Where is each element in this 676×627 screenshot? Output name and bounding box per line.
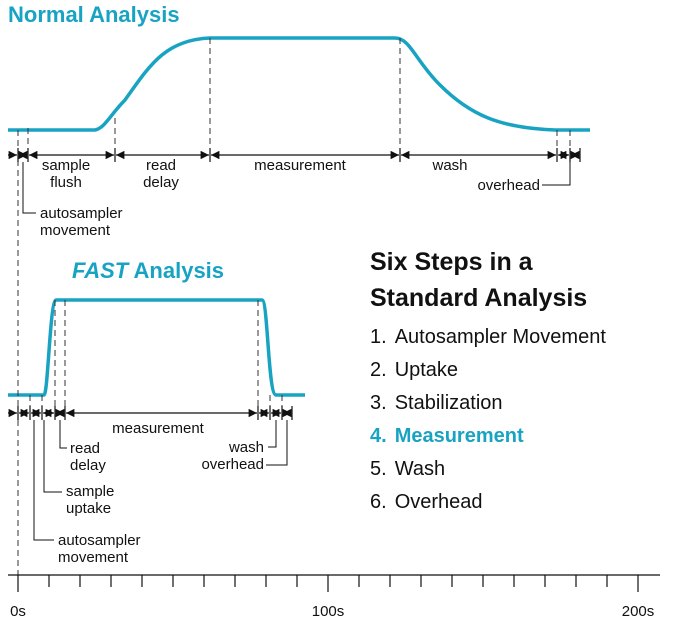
steps-title: Standard Analysis bbox=[370, 284, 587, 312]
step-item: 6. Overhead bbox=[370, 491, 483, 513]
step-text: Wash bbox=[395, 458, 445, 480]
label: delay bbox=[70, 457, 106, 474]
axis-label: 200s bbox=[622, 603, 655, 620]
step-number: 6. bbox=[370, 491, 387, 513]
connector bbox=[542, 162, 571, 186]
step-text: Measurement bbox=[395, 425, 524, 447]
step-text: Stabilization bbox=[395, 392, 503, 414]
step-number: 5. bbox=[370, 458, 387, 480]
step-number: 2. bbox=[370, 359, 387, 381]
steps-title: Six Steps in a bbox=[370, 248, 534, 276]
label: overhead bbox=[201, 456, 264, 473]
step-text: Autosampler Movement bbox=[395, 326, 607, 348]
connector bbox=[22, 162, 36, 214]
label: movement bbox=[40, 222, 111, 239]
connector bbox=[266, 420, 288, 466]
label: read bbox=[70, 440, 100, 457]
fast-title: FAST Analysis bbox=[72, 258, 224, 283]
connector bbox=[59, 420, 67, 449]
label: sample bbox=[66, 483, 114, 500]
step-number: 3. bbox=[370, 392, 387, 414]
step-item: 1. Autosampler Movement bbox=[370, 326, 606, 348]
label: autosampler bbox=[58, 532, 141, 549]
step-text: Uptake bbox=[395, 359, 458, 381]
step-number: 1. bbox=[370, 326, 387, 348]
label: delay bbox=[143, 174, 179, 191]
connector bbox=[268, 420, 277, 448]
label: wash bbox=[431, 157, 467, 174]
step-item: 5. Wash bbox=[370, 458, 445, 480]
label: measurement bbox=[254, 157, 347, 174]
step-item: 3. Stabilization bbox=[370, 392, 503, 414]
label: read bbox=[146, 157, 176, 174]
connector bbox=[33, 420, 54, 541]
normal-curve bbox=[8, 36, 590, 132]
label: sample bbox=[42, 157, 90, 174]
label: autosampler bbox=[40, 205, 123, 222]
axis-label: 0s bbox=[10, 603, 26, 620]
label: flush bbox=[50, 174, 82, 191]
label: overhead bbox=[477, 177, 540, 194]
normal-title: Normal Analysis bbox=[8, 2, 180, 27]
step-number: 4. bbox=[370, 425, 387, 447]
step-item: 2. Uptake bbox=[370, 359, 458, 381]
label: measurement bbox=[112, 420, 205, 437]
connector bbox=[43, 420, 62, 493]
label: movement bbox=[58, 549, 129, 566]
fast-title-rest: Analysis bbox=[134, 258, 225, 283]
step-text: Overhead bbox=[395, 491, 483, 513]
fast-curve bbox=[8, 298, 305, 397]
step-item: 4. Measurement bbox=[370, 425, 524, 447]
label: uptake bbox=[66, 500, 111, 517]
fast-title-emphasis: FAST bbox=[72, 258, 130, 283]
axis-label: 100s bbox=[312, 603, 345, 620]
label: wash bbox=[228, 439, 264, 456]
